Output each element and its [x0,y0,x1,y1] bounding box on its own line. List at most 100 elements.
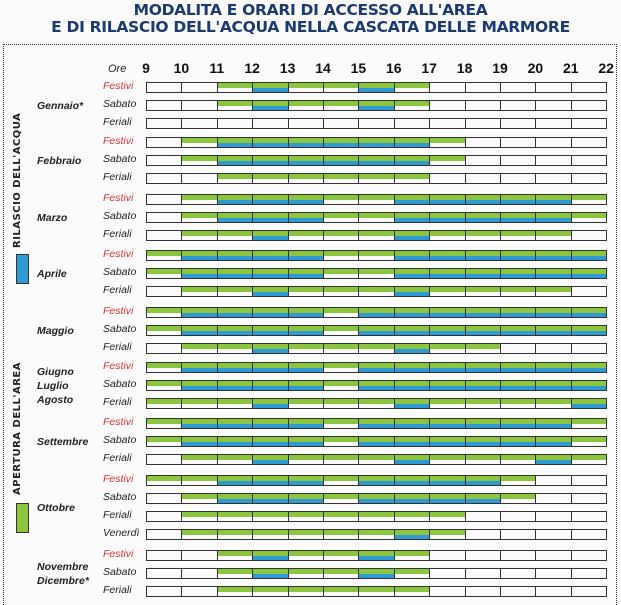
hour-cell [146,568,183,579]
hour-cell [393,454,431,465]
hour-cell [181,155,218,166]
area-open-bar [536,399,571,404]
schedule-row [146,568,608,579]
area-open-bar [324,419,359,424]
area-open-bar [465,381,500,386]
hour-cell [500,212,537,223]
water-release-bar [288,217,323,222]
hour-cell [252,343,289,354]
area-open-bar [536,326,571,331]
area-open-bar [253,569,288,574]
hour-cell [429,194,466,205]
water-release-bar [359,330,394,335]
area-open-bar [182,437,217,442]
hour-cell [181,268,218,279]
hour-cell [464,380,501,391]
water-release-bar [536,330,571,335]
hour-cell [429,493,466,504]
hour-cell [393,362,431,373]
water-release-bar [359,498,394,503]
area-open-bar [324,551,359,556]
hour-cell [323,118,360,129]
area-open-bar [359,399,394,404]
hour-cell [464,398,501,409]
area-open-bar [430,476,465,481]
hour-cell [287,362,324,373]
area-open-bar [324,231,359,236]
area-open-bar [324,344,359,349]
row-label: Sabato [103,266,137,278]
water-release-bar [465,330,500,335]
hour-cell [393,250,431,261]
area-open-bar [430,269,465,274]
schedule-row [146,173,608,184]
area-open-bar [182,530,217,535]
water-release-bar [217,441,253,446]
water-release-bar [536,441,571,446]
area-open-bar [324,476,359,481]
hour-label: 16 [386,60,402,76]
hour-cell [500,137,537,148]
hour-cell [323,325,360,336]
hour-cell [216,529,254,540]
water-release-bar [288,385,323,390]
area-open-bar [288,476,323,481]
water-release-bar [217,498,253,503]
schedule-row [146,325,608,336]
water-release-bar [536,385,571,390]
hour-cell [429,436,466,447]
schedule-row [146,454,608,465]
area-open-bar [394,512,430,517]
area-open-bar [182,287,217,292]
hour-cell [358,82,395,93]
hour-cell [252,286,289,297]
area-open-bar [501,494,536,499]
hour-cell [146,194,183,205]
hour-label: 17 [421,60,437,76]
water-release-bar [501,273,536,278]
area-open-bar [571,326,607,331]
area-open-bar [147,437,182,442]
hour-cell [358,454,395,465]
hour-cell [429,418,466,429]
water-release-bar [465,312,500,317]
area-open-bar [253,381,288,386]
area-open-bar [430,419,465,424]
area-open-bar [182,494,217,499]
water-release-bar [217,255,253,260]
area-open-bar [324,494,359,499]
area-open-bar [465,251,500,256]
water-release-bar [253,235,288,240]
hour-cell [146,268,183,279]
water-release-bar [182,441,217,446]
area-open-bar [217,269,253,274]
area-open-bar [288,399,323,404]
area-open-bar [217,156,253,161]
hour-cell [181,454,218,465]
hour-cell [429,250,466,261]
water-release-bar [359,555,394,560]
water-release-bar [253,348,288,353]
hour-cell [358,212,395,223]
area-open-bar [536,251,571,256]
hour-cell [464,418,501,429]
hour-cell [216,194,254,205]
water-release-bar [536,423,571,428]
hour-cell [146,454,183,465]
area-open-bar [288,231,323,236]
area-open-bar [324,530,359,535]
schedule-row [146,436,608,447]
area-open-bar [359,363,394,368]
hour-cell [429,586,466,597]
hour-cell [181,82,218,93]
hour-cell [358,436,395,447]
schedule-row [146,343,608,354]
area-open-bar [147,419,182,424]
schedule-row [146,362,608,373]
water-release-bar [217,330,253,335]
area-open-bar [253,530,288,535]
hour-cell [181,173,218,184]
water-release-bar [253,330,288,335]
water-release-bar [253,217,288,222]
area-open-bar [394,494,430,499]
